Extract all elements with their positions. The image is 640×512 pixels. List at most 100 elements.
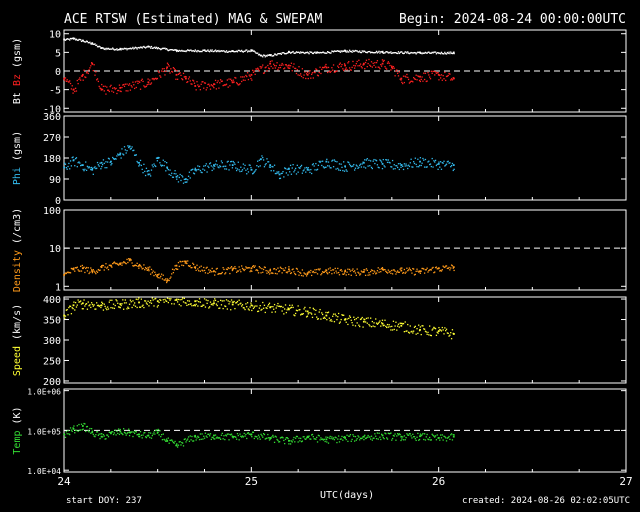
data-point — [63, 38, 65, 41]
data-point — [406, 330, 408, 332]
data-point — [430, 165, 433, 168]
data-point — [401, 322, 403, 324]
data-point — [294, 312, 297, 315]
data-point — [67, 38, 69, 40]
data-point — [120, 432, 122, 434]
data-point — [144, 86, 147, 88]
data-point — [391, 437, 394, 440]
data-point — [174, 299, 176, 301]
data-point — [394, 325, 396, 327]
data-point — [205, 267, 207, 269]
data-point — [282, 64, 284, 66]
data-point — [285, 271, 288, 273]
data-point — [388, 51, 390, 54]
data-point — [261, 155, 263, 157]
data-point — [106, 434, 108, 436]
data-point — [380, 271, 382, 273]
data-point — [120, 304, 122, 307]
data-point — [192, 50, 195, 52]
data-point — [450, 52, 453, 54]
data-point — [353, 318, 356, 321]
data-point — [224, 305, 226, 307]
data-point — [267, 54, 269, 56]
data-point — [110, 48, 112, 50]
data-point — [409, 268, 411, 271]
data-point — [453, 168, 455, 170]
data-point — [112, 91, 115, 93]
data-point — [381, 62, 384, 65]
data-point — [367, 274, 369, 276]
data-point — [430, 52, 433, 54]
data-point — [139, 265, 142, 267]
data-point — [181, 174, 183, 177]
data-point — [437, 163, 440, 165]
data-point — [418, 271, 420, 273]
data-point — [366, 51, 368, 54]
data-point — [151, 47, 153, 49]
data-point — [416, 436, 418, 438]
data-point — [251, 173, 254, 175]
data-point — [89, 304, 91, 306]
data-point — [65, 166, 67, 169]
data-point — [370, 317, 372, 319]
data-point — [303, 308, 305, 310]
data-point — [376, 270, 379, 272]
data-point — [155, 273, 157, 276]
data-point — [137, 82, 139, 85]
data-point — [441, 79, 443, 81]
data-point — [447, 74, 449, 77]
data-point — [106, 89, 109, 91]
data-point — [414, 437, 416, 440]
data-point — [80, 79, 82, 81]
data-point — [407, 52, 410, 54]
data-point — [144, 267, 147, 269]
data-point — [198, 50, 201, 53]
data-point — [305, 275, 308, 277]
data-point — [134, 430, 137, 432]
data-point — [313, 71, 315, 73]
data-point — [147, 78, 149, 80]
data-point — [160, 48, 163, 50]
data-point — [180, 74, 182, 77]
data-point — [440, 437, 443, 439]
data-point — [268, 68, 271, 70]
data-point — [377, 66, 379, 68]
data-point — [336, 50, 338, 52]
data-point — [100, 47, 103, 49]
data-point — [275, 54, 277, 56]
data-point — [191, 83, 193, 85]
data-point — [115, 263, 117, 265]
data-point — [379, 159, 381, 161]
data-point — [153, 163, 155, 165]
data-point — [68, 38, 70, 40]
data-point — [271, 165, 273, 168]
data-point — [299, 271, 301, 274]
data-point — [334, 313, 336, 315]
data-point — [257, 438, 259, 440]
data-point — [257, 272, 260, 274]
data-point — [78, 161, 80, 163]
data-point — [79, 301, 81, 303]
data-point — [158, 273, 160, 275]
data-point — [264, 311, 266, 314]
data-point — [121, 47, 123, 50]
data-point — [173, 172, 175, 175]
data-point — [344, 270, 346, 273]
data-point — [333, 50, 336, 52]
data-point — [373, 437, 375, 439]
chart-title: ACE RTSW (Estimated) MAG & SWEPAM — [64, 12, 323, 27]
data-point — [326, 319, 328, 321]
data-point — [316, 436, 318, 439]
data-point — [260, 309, 262, 311]
data-point — [336, 272, 338, 274]
data-point — [144, 174, 147, 177]
data-point — [161, 439, 164, 441]
data-point — [179, 72, 181, 74]
data-point — [144, 86, 146, 88]
data-point — [437, 168, 439, 171]
data-point — [375, 272, 378, 274]
data-point — [305, 73, 308, 75]
data-point — [128, 146, 130, 149]
data-point — [383, 52, 385, 54]
data-point — [364, 437, 367, 440]
